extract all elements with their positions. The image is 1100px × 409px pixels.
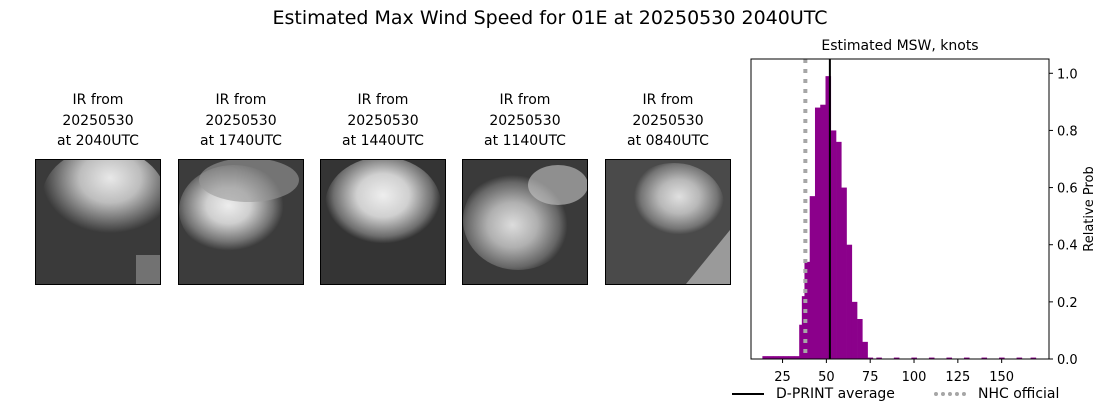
histogram-bar [793,356,800,359]
ir-panel-caption: IR from 20250530 at 1140UTC [484,92,566,149]
histogram-bar [783,356,789,359]
x-tick-label: 75 [862,370,879,385]
histogram-bar [788,356,795,359]
legend-entry-d-print: D-PRINT average [732,386,895,402]
x-tick-label: 125 [945,370,970,385]
histogram-bar [772,356,779,359]
ir-satellite-image [320,158,446,285]
chart-title: Estimated MSW, knots [821,38,978,54]
y-tick-label: 1.0 [1057,67,1078,82]
ir-satellite-image [462,158,588,285]
histogram-bar [862,341,868,359]
y-tick-label: 0.6 [1057,182,1078,197]
ir-panel-caption: IR from 20250530 at 2040UTC [57,92,139,149]
y-tick-label: 0.0 [1057,353,1078,368]
histogram-bar [963,357,970,359]
histogram-bar [814,107,821,359]
ir-panel-caption: IR from 20250530 at 1440UTC [342,92,424,149]
histogram-bar [857,319,863,359]
ir-panel-caption: IR from 20250530 at 0840UTC [627,92,709,149]
ir-satellite-image [178,158,304,285]
histogram-bar [1030,357,1037,359]
histogram-bar [851,301,858,359]
legend-label: NHC official [978,386,1060,402]
histogram-bar [867,357,874,359]
histogram-bar [946,357,953,359]
ir-panel-3: IR from 20250530 at 1440UTC [320,90,446,285]
histogram-bar [778,356,784,359]
chart-legend: D-PRINT average NHC official [728,386,1088,408]
plot-frame [750,58,1050,360]
y-axis-label: Relative Prob [1082,166,1097,251]
histogram-bar [1016,357,1023,359]
histogram-bar [841,187,847,359]
figure-title: Estimated Max Wind Speed for 01E at 2025… [272,7,828,29]
histogram-bar [762,356,768,359]
histogram-bar [836,141,842,359]
histogram-bar [928,357,935,359]
legend-line-swatch [732,393,764,395]
x-tick-label: 50 [818,370,835,385]
histogram-bar [846,244,853,359]
histogram-bar [911,357,917,359]
x-tick-label: 100 [902,370,927,385]
histogram-bar [809,196,816,359]
ir-satellite-image [35,158,161,285]
x-tick-label: 150 [989,370,1014,385]
ir-panel-5: IR from 20250530 at 0840UTC [605,90,731,285]
histogram-bar [999,357,1005,359]
ir-panel-caption: IR from 20250530 at 1740UTC [200,92,282,149]
histogram-bar [893,357,900,359]
histogram-bar [767,356,774,359]
histogram-bar [825,76,832,360]
ir-panel-2: IR from 20250530 at 1740UTC [178,90,304,285]
histogram-bar [876,357,882,359]
x-tick-label: 25 [774,370,791,385]
histogram-bar [830,130,837,359]
ir-panel-1: IR from 20250530 at 2040UTC [35,90,161,285]
histogram-bar [820,104,826,359]
ir-panel-4: IR from 20250530 at 1140UTC [462,90,588,285]
legend-label: D-PRINT average [776,386,895,402]
y-tick-label: 0.4 [1057,239,1078,254]
ir-satellite-image [605,158,731,285]
legend-entry-nhc: NHC official [934,386,1059,402]
y-tick-label: 0.8 [1057,124,1078,139]
y-tick-label: 0.2 [1057,296,1078,311]
legend-dotted-swatch [934,392,966,396]
histogram-bar [981,357,988,359]
